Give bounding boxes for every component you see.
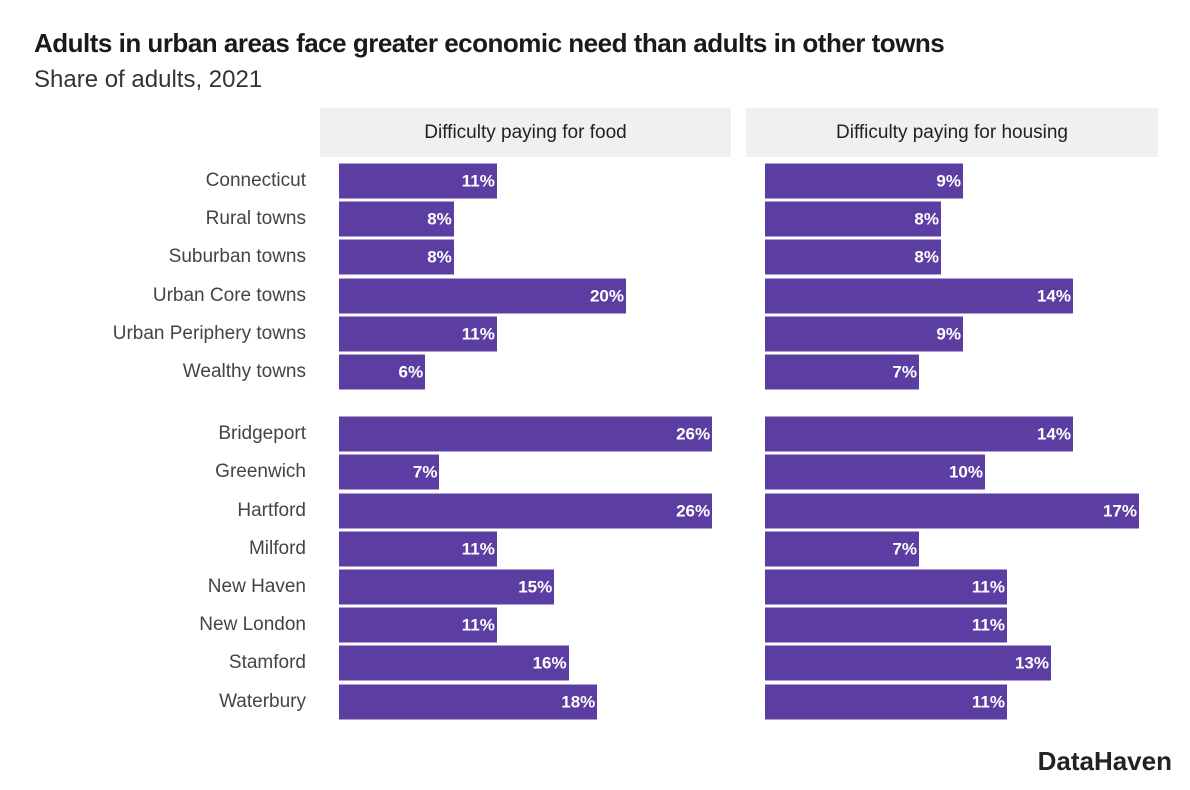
bar: 7% bbox=[339, 454, 440, 490]
bar: 11% bbox=[765, 607, 1007, 643]
data-label: 8% bbox=[914, 209, 939, 228]
bar: 15% bbox=[339, 569, 555, 605]
data-label: 26% bbox=[676, 501, 711, 520]
bar: 10% bbox=[765, 454, 985, 490]
chart-subtitle: Share of adults, 2021 bbox=[34, 66, 263, 93]
data-label: 11% bbox=[461, 324, 495, 343]
bar: 6% bbox=[339, 354, 426, 390]
data-label: 11% bbox=[461, 615, 495, 634]
datahaven-logo: DataHaven bbox=[1037, 746, 1172, 776]
bar: 9% bbox=[765, 316, 963, 352]
category-label: Greenwich bbox=[215, 461, 306, 482]
data-label: 14% bbox=[1036, 286, 1071, 305]
data-label: 9% bbox=[936, 324, 961, 343]
category-label: Urban Core towns bbox=[152, 285, 306, 306]
bar: 14% bbox=[765, 416, 1073, 452]
bar: 11% bbox=[339, 607, 497, 643]
data-label: 7% bbox=[892, 539, 917, 558]
bar: 26% bbox=[339, 416, 713, 452]
bar: 16% bbox=[339, 645, 569, 681]
bar: 11% bbox=[339, 531, 497, 567]
data-label: 18% bbox=[561, 692, 596, 711]
bar: 14% bbox=[765, 278, 1073, 314]
bar: 9% bbox=[765, 163, 963, 199]
bar: 8% bbox=[339, 201, 454, 237]
category-label: Hartford bbox=[237, 500, 306, 521]
bar: 7% bbox=[765, 531, 919, 567]
data-label: 7% bbox=[892, 362, 917, 381]
category-label: Urban Periphery towns bbox=[112, 323, 306, 344]
bar: 8% bbox=[339, 239, 454, 275]
category-label: New London bbox=[199, 614, 306, 635]
category-label: Wealthy towns bbox=[182, 361, 306, 382]
panel-title-food: Difficulty paying for food bbox=[320, 108, 731, 157]
bar: 8% bbox=[765, 239, 941, 275]
bar: 11% bbox=[339, 316, 497, 352]
category-label: Milford bbox=[248, 538, 306, 559]
panel-title-housing: Difficulty paying for housing bbox=[746, 108, 1158, 157]
data-label: 20% bbox=[589, 286, 624, 305]
data-label: 11% bbox=[971, 577, 1005, 596]
bar: 11% bbox=[765, 684, 1007, 720]
data-label: 8% bbox=[914, 247, 939, 266]
data-label: 26% bbox=[676, 424, 711, 443]
category-label: Stamford bbox=[228, 652, 306, 673]
category-label: New Haven bbox=[207, 576, 306, 597]
data-label: 11% bbox=[971, 692, 1005, 711]
bar: 18% bbox=[339, 684, 598, 720]
bar: 13% bbox=[765, 645, 1051, 681]
data-label: 11% bbox=[971, 615, 1005, 634]
data-label: 13% bbox=[1014, 653, 1049, 672]
bar: 8% bbox=[765, 201, 941, 237]
bar: 11% bbox=[765, 569, 1007, 605]
data-label: 6% bbox=[398, 362, 424, 381]
bar: 26% bbox=[339, 493, 713, 529]
category-label: Connecticut bbox=[205, 170, 306, 191]
bar: 11% bbox=[339, 163, 497, 199]
bar: 7% bbox=[765, 354, 919, 390]
chart-title: Adults in urban areas face greater econo… bbox=[34, 28, 945, 58]
data-label: 8% bbox=[427, 247, 452, 266]
data-label: 10% bbox=[948, 462, 983, 481]
data-label: 17% bbox=[1102, 501, 1137, 520]
data-label: 14% bbox=[1036, 424, 1071, 443]
data-label: 11% bbox=[461, 171, 495, 190]
bar: 20% bbox=[339, 278, 626, 314]
data-label: 7% bbox=[412, 462, 438, 481]
category-label: Suburban towns bbox=[168, 246, 306, 267]
category-label: Waterbury bbox=[219, 691, 306, 712]
bar: 17% bbox=[765, 493, 1139, 529]
data-label: 8% bbox=[427, 209, 452, 228]
data-label: 15% bbox=[518, 577, 553, 596]
data-label: 11% bbox=[461, 539, 495, 558]
data-label: 16% bbox=[532, 653, 567, 672]
data-label: 9% bbox=[936, 171, 961, 190]
category-label: Bridgeport bbox=[218, 423, 306, 444]
category-label: Rural towns bbox=[205, 208, 306, 229]
